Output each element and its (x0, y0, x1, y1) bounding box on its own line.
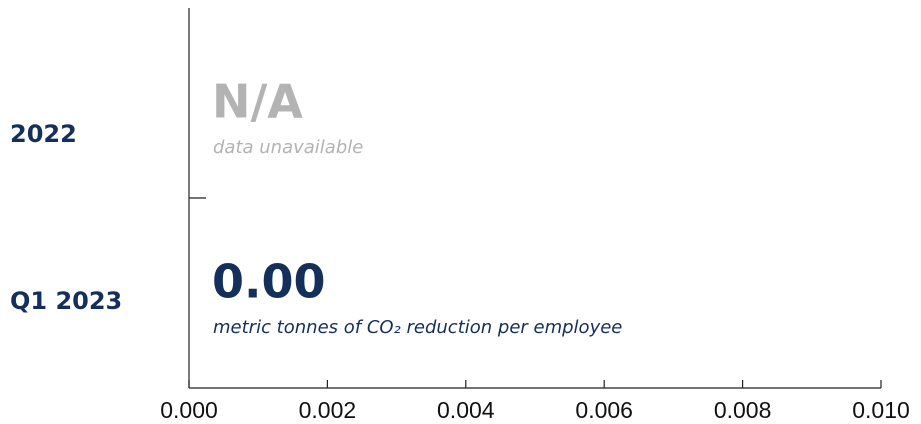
value-label: 0.00 (212, 255, 326, 309)
value-note: data unavailable (213, 137, 363, 158)
x-tick-label: 0.000 (160, 397, 218, 423)
x-tick-label: 0.002 (299, 397, 357, 423)
x-tick-label: 0.008 (714, 397, 772, 423)
category-label: 2022 (10, 120, 77, 148)
value-note: metric tonnes of CO₂ reduction per emplo… (213, 317, 622, 338)
category-label: Q1 2023 (10, 287, 122, 315)
x-tick-label: 0.006 (575, 397, 633, 423)
x-tick-label: 0.010 (852, 397, 910, 423)
value-label: N/A (212, 75, 303, 129)
x-tick-label: 0.004 (437, 397, 495, 423)
